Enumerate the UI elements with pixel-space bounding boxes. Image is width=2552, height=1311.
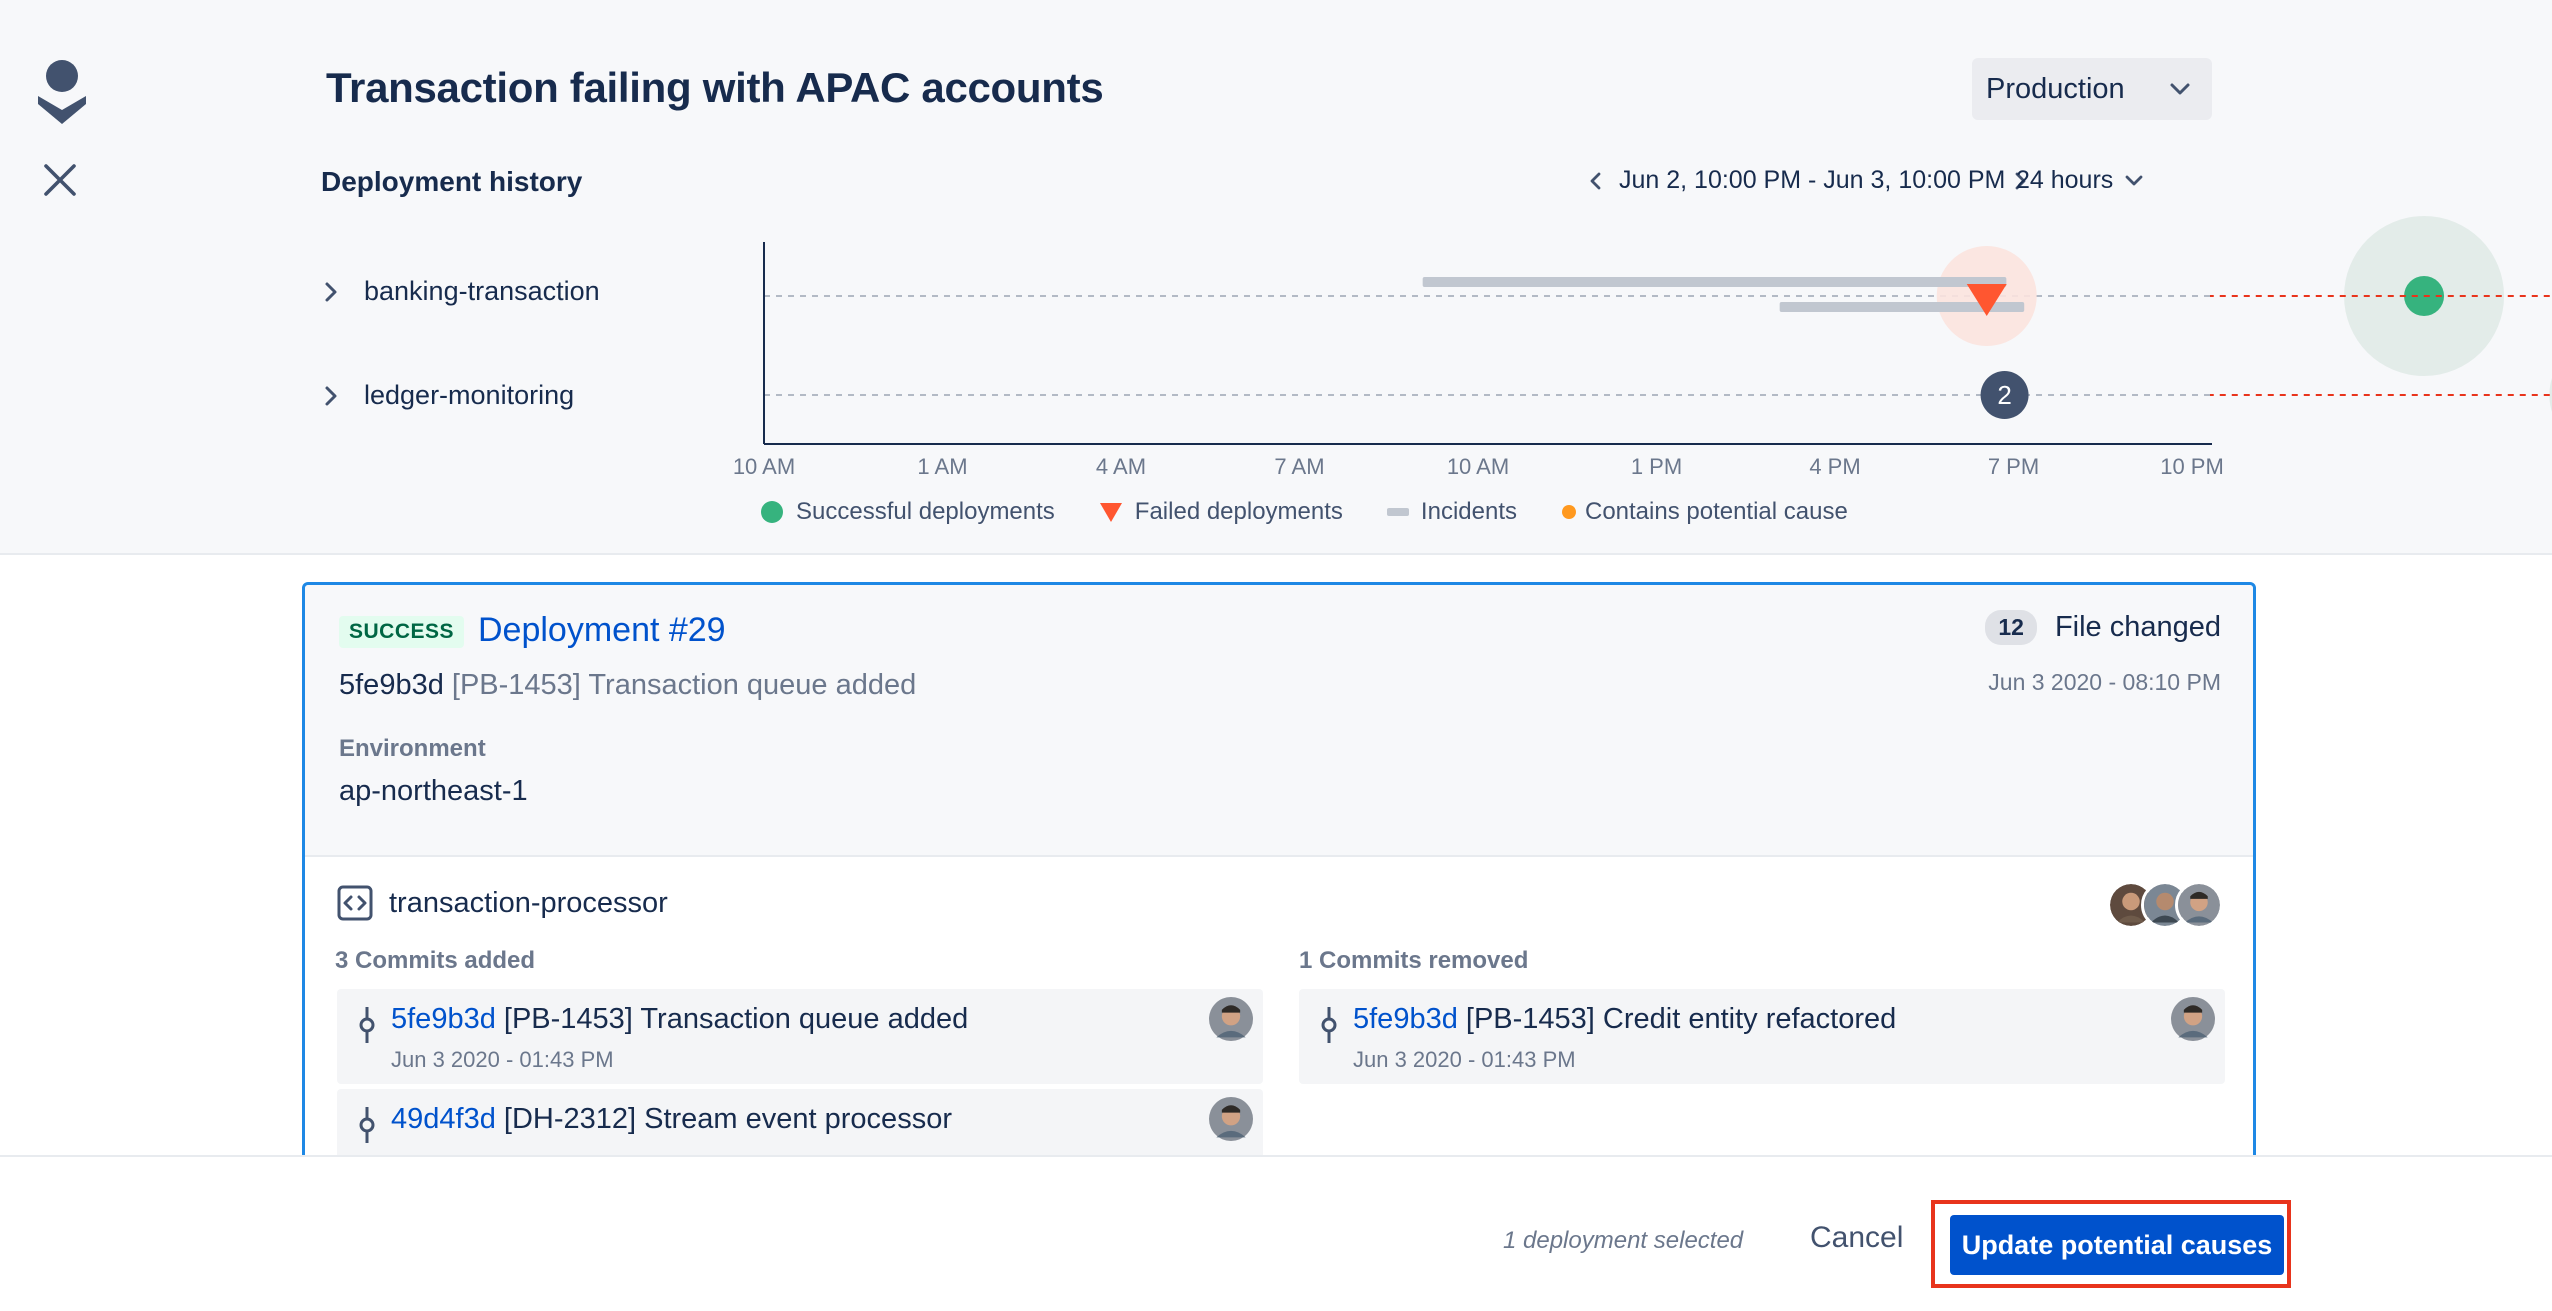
commit-text: 5fe9b3d [PB-1453] Transaction queue adde… <box>391 1003 968 1036</box>
x-tick-label: 10 AM <box>1447 454 1509 479</box>
deployment-card-header: SUCCESS Deployment #29 5fe9b3d [PB-1453]… <box>305 585 2253 857</box>
legend-item-failed: Failed deployments <box>1099 498 1343 526</box>
footer-bar: 1 deployment selected Cancel Update pote… <box>0 1155 2552 1311</box>
avatar[interactable] <box>2141 881 2189 929</box>
repository: transaction-processor <box>337 885 668 921</box>
legend-label: Failed deployments <box>1134 498 1343 525</box>
deployment-date: Jun 3 2020 - 08:10 PM <box>1988 669 2221 695</box>
legend-label: Incidents <box>1420 498 1517 525</box>
deployment-group-marker <box>1980 371 2029 419</box>
status-badge: SUCCESS <box>339 616 465 648</box>
commit-date: Jun 3 2020 - 01:43 PM <box>1353 1047 1576 1072</box>
date-range-text: Jun 2, 10:00 PM - Jun 3, 10:00 PM <box>1619 166 2006 194</box>
commit-hash: 5fe9b3d <box>339 669 444 701</box>
commit-hash-link[interactable]: 49d4f3d <box>391 1103 496 1135</box>
chart-legend: Successful deployments Failed deployment… <box>760 498 1848 526</box>
x-tick-label: 1 AM <box>917 454 967 479</box>
files-changed: 12 File changed <box>1985 610 2221 645</box>
environment-select-value: Production <box>1986 72 2125 105</box>
x-tick-label: 7 PM <box>1988 454 2039 479</box>
success-halo <box>2549 378 2552 412</box>
legend-item-incidents: Incidents <box>1386 498 1517 526</box>
opsgenie-logo-icon <box>38 60 86 124</box>
commit-date: Jun 3 2020 - 01:43 PM <box>391 1047 614 1072</box>
code-icon <box>337 885 373 921</box>
failed-triangle-icon <box>1099 503 1122 522</box>
period-select[interactable]: 24 hours <box>2016 166 2145 195</box>
x-tick-label: 4 AM <box>1096 454 1146 479</box>
commit-icon <box>1321 1007 1337 1043</box>
commit-hash-link[interactable]: 5fe9b3d <box>391 1003 496 1035</box>
chevron-left-icon[interactable] <box>1585 170 1607 192</box>
selection-status: 1 deployment selected <box>1503 1227 1744 1254</box>
legend-item-success: Successful deployments <box>760 498 1055 526</box>
update-potential-causes-button[interactable]: Update potential causes <box>1950 1215 2284 1275</box>
incident-bar <box>1779 302 2025 312</box>
legend-label: Successful deployments <box>796 498 1055 525</box>
period-select-value: 24 hours <box>2016 166 2114 194</box>
environment-label: Environment <box>339 735 486 762</box>
x-tick-label: 4 PM <box>1809 454 1860 479</box>
x-tick-label: 7 AM <box>1274 454 1324 479</box>
x-tick-label: 10 AM <box>733 454 795 479</box>
deployment-link[interactable]: Deployment #29 <box>478 611 726 649</box>
files-changed-label: File changed <box>2054 611 2221 643</box>
avatar[interactable] <box>2171 997 2215 1041</box>
commit-item[interactable]: 5fe9b3d [PB-1453] Transaction queue adde… <box>337 989 1263 1084</box>
repository-name: transaction-processor <box>389 886 668 919</box>
contributor-avatars <box>2107 881 2223 929</box>
commit-icon <box>359 1007 375 1043</box>
deployment-commit: 5fe9b3d [PB-1453] Transaction queue adde… <box>339 669 916 702</box>
avatar[interactable] <box>1209 997 1253 1041</box>
environment-value: ap-northeast-1 <box>339 775 528 807</box>
legend-label: Contains potential cause <box>1584 498 1848 525</box>
commit-item[interactable]: 5fe9b3d [PB-1453] Credit entity refactor… <box>1299 989 2225 1084</box>
commit-text: 5fe9b3d [PB-1453] Credit entity refactor… <box>1353 1003 1896 1036</box>
avatar[interactable] <box>2175 881 2223 929</box>
potential-cause-dot-icon <box>1561 505 1576 519</box>
page-title: Transaction failing with APAC accounts <box>326 64 1104 111</box>
chevron-right-icon[interactable] <box>2009 170 2031 192</box>
environment-select[interactable]: Production <box>1972 58 2212 120</box>
failed-deployment-marker <box>1966 284 2007 316</box>
commit-message: [PB-1453] Transaction queue added <box>503 1003 969 1035</box>
incident-bar-icon <box>1386 508 1409 516</box>
legend-item-potential-cause: Contains potential cause <box>1561 498 1848 526</box>
chevron-down-icon <box>2170 83 2190 95</box>
service-label: banking-transaction <box>364 276 600 306</box>
incident-bar <box>1422 277 2007 287</box>
cancel-button[interactable]: Cancel <box>1810 1221 1904 1254</box>
chevron-right-icon <box>325 386 337 405</box>
deployment-history-title: Deployment history <box>321 166 583 197</box>
chevron-right-icon <box>325 282 337 301</box>
commits-added-label: 3 Commits added <box>335 947 536 974</box>
commit-message: [DH-2312] Stream event processor <box>503 1103 952 1135</box>
commit-text: 49d4f3d [DH-2312] Stream event processor <box>391 1103 952 1136</box>
close-icon[interactable] <box>40 160 80 200</box>
chevron-down-icon <box>2125 175 2143 185</box>
commit-message: [PB-1453] Credit entity refactored <box>1465 1003 1897 1035</box>
avatar[interactable] <box>1209 1097 1253 1141</box>
deployment-timeline-chart: 10 AM 1 AM 4 AM 7 AM 10 AM 1 PM 4 PM 7 PM 10 PM 2 <box>733 216 2552 479</box>
update-button-highlight: Update potential causes <box>1931 1200 2291 1288</box>
service-label: ledger-monitoring <box>364 380 575 410</box>
deployment-history-panel: Transaction failing with APAC accounts P… <box>0 0 2552 555</box>
deployment-group-count: 2 <box>1997 380 2011 410</box>
service-row-banking-transaction[interactable]: banking-transaction <box>322 276 600 307</box>
commits-removed-label: 1 Commits removed <box>1299 947 1529 974</box>
success-dot-icon <box>761 501 783 523</box>
commit-message: [PB-1453] Transaction queue added <box>451 669 917 701</box>
x-tick-label: 1 PM <box>1631 454 1682 479</box>
date-range-control: Jun 2, 10:00 PM - Jun 3, 10:00 PM <box>1585 166 2031 195</box>
commit-icon <box>359 1107 375 1143</box>
x-tick-label: 10 PM <box>2160 454 2224 479</box>
commit-hash-link[interactable]: 5fe9b3d <box>1353 1003 1458 1035</box>
files-count-badge: 12 <box>1985 610 2037 645</box>
service-row-ledger-monitoring[interactable]: ledger-monitoring <box>322 380 574 411</box>
